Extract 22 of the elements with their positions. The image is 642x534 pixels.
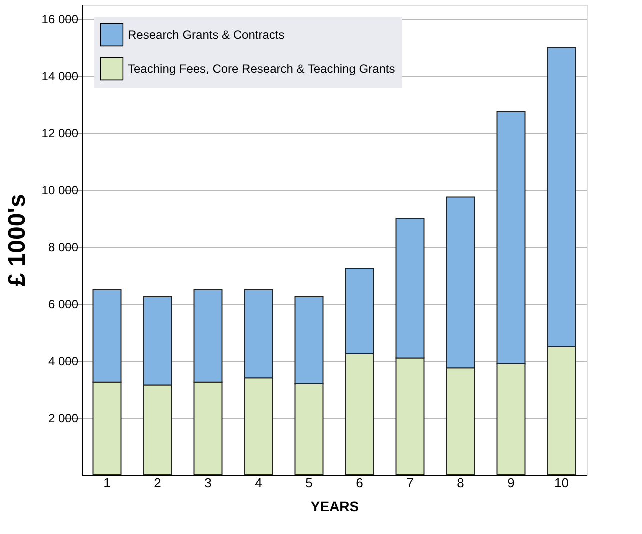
y-tick-label: 6 000 [48,298,79,312]
x-tick-label: 5 [306,476,313,490]
y-tick-label: 16 000 [42,12,79,27]
x-tick-label: 6 [356,476,364,490]
x-tick-label: 8 [457,476,464,490]
x-tick-label: 1 [104,476,111,490]
y-tick-label: 12 000 [42,126,79,141]
x-axis-title: YEARS [310,498,360,514]
y-tick-label: 10 000 [42,184,79,198]
x-tick-label: 4 [255,476,262,490]
legend-label: Research Grants & Contracts [128,28,285,42]
legend-label: Teaching Fees, Core Research & Teaching Grants [128,62,396,76]
x-tick-label: 3 [204,476,212,490]
x-tick-label: 2 [154,476,162,490]
y-axis-title: £ 1000's [4,194,31,287]
y-tick-label: 14 000 [42,70,79,84]
y-tick-label: 2 000 [48,412,79,426]
y-tick-label: 4 000 [48,354,79,369]
x-tick-label: 7 [406,476,414,490]
x-tick-label: 9 [508,476,515,490]
y-tick-label: 8 000 [48,240,79,255]
x-tick-label: 10 [554,476,569,490]
